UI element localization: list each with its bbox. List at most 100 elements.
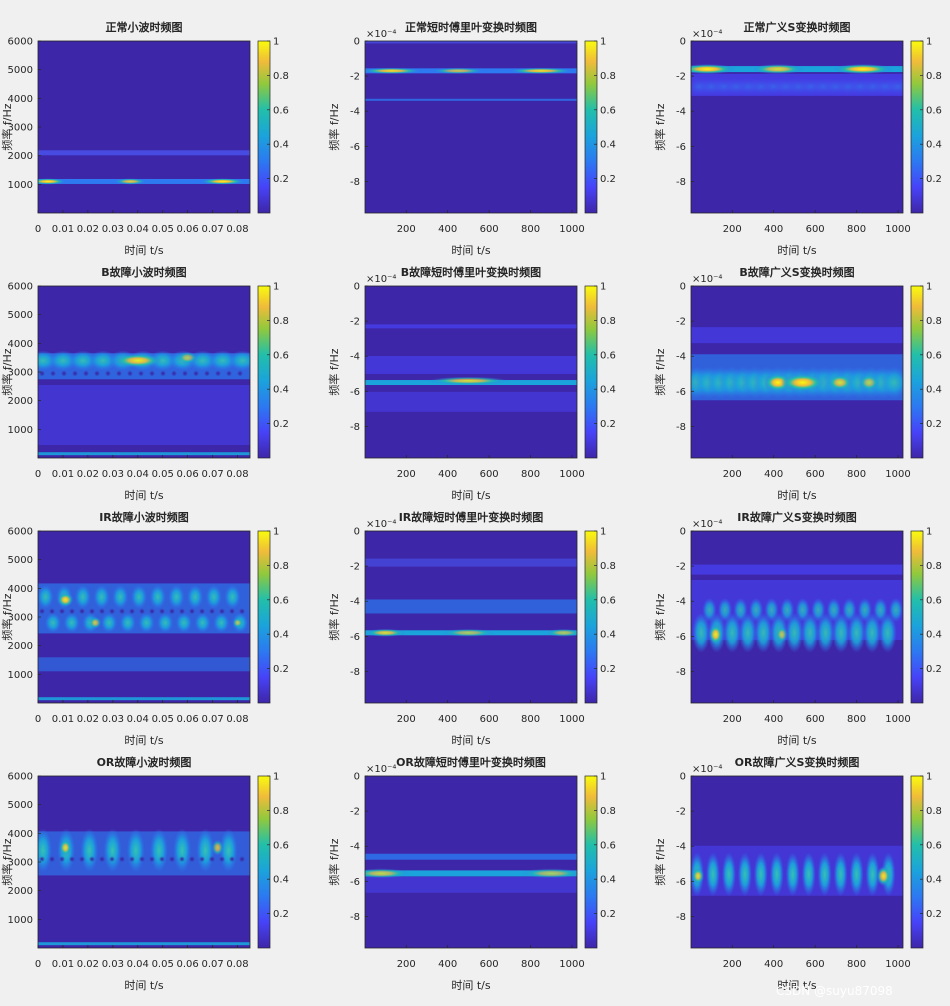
y-tick-label: -6	[676, 142, 686, 153]
colorbar-tick-label: 0.6	[926, 595, 942, 606]
axis-exponent: ×10⁻⁴	[692, 29, 722, 40]
heatmap-blob	[738, 612, 757, 653]
heatmap-dot	[226, 370, 232, 377]
heatmap-dot	[39, 370, 45, 377]
colorbar-tick-label: 0.8	[273, 71, 289, 82]
y-tick-label: 4000	[8, 339, 33, 350]
heatmap-area	[38, 286, 250, 458]
heatmap-blob	[847, 612, 866, 653]
x-axis-label: 时间 t/s	[777, 734, 817, 747]
heatmap-dot	[169, 608, 175, 615]
y-tick-label: -4	[350, 107, 360, 118]
x-tick-label: 0.05	[152, 714, 174, 725]
x-tick-label: 600	[806, 469, 825, 480]
colorbar-tick-label: 1	[600, 772, 606, 783]
heatmap-blob	[705, 852, 720, 897]
y-tick-label: -8	[676, 177, 686, 188]
heatmap-blob	[44, 612, 61, 633]
heatmap-dot	[219, 608, 225, 615]
x-tick-label: 200	[397, 469, 416, 480]
heatmap-dot	[159, 856, 165, 863]
heatmap-blob	[754, 612, 773, 653]
heatmap-blob	[93, 584, 110, 609]
heatmap-blob	[168, 584, 185, 609]
heatmap-blob	[59, 839, 72, 856]
heatmap-dot	[237, 370, 243, 377]
heatmap-area	[691, 531, 903, 703]
heatmap-dot	[127, 370, 133, 377]
heatmap-blob	[68, 350, 97, 371]
colorbar-tick-label: 0.2	[600, 664, 616, 675]
x-tick-label: 0.03	[102, 959, 124, 970]
heatmap-blob	[173, 828, 192, 873]
y-tick-label: 0	[680, 282, 686, 293]
y-tick-label: -4	[676, 597, 686, 608]
heatmap-band	[691, 327, 903, 344]
colorbar-tick-label: 0.2	[926, 174, 942, 185]
subplot-7: IR故障短时傅里叶变换时频图 200 400 600 800 1000 -8 -6 -4 -2 0 时…	[327, 510, 616, 747]
heatmap-blob	[442, 628, 495, 637]
heatmap-blob	[365, 67, 422, 74]
x-tick-label: 600	[480, 714, 499, 725]
x-tick-label: 0.07	[201, 714, 223, 725]
heatmap-blob	[126, 828, 145, 873]
x-tick-label: 0.08	[226, 224, 248, 235]
axes-box	[690, 775, 904, 949]
y-tick-label: 0	[354, 772, 360, 783]
heatmap-blob	[205, 584, 222, 609]
y-axis-label: 频率 f/Hz	[653, 593, 667, 640]
heatmap-blob	[224, 584, 241, 609]
x-tick-label: 0.01	[52, 959, 74, 970]
heatmap-band	[365, 41, 577, 44]
heatmap-blob	[832, 612, 851, 653]
heatmap-background	[365, 41, 577, 213]
x-tick-label: 1000	[559, 224, 584, 235]
colorbar-tick-label: 0.8	[600, 806, 616, 817]
heatmap-area	[691, 776, 903, 948]
colorbar-tick-label: 1	[600, 527, 606, 538]
y-tick-label: -2	[350, 317, 360, 328]
colorbar	[910, 775, 924, 949]
heatmap-dot	[72, 370, 78, 377]
heatmap-dot	[149, 370, 155, 377]
heatmap-blob	[780, 373, 825, 392]
colorbar	[584, 530, 598, 704]
heatmap-band	[38, 942, 250, 946]
axis-exponent: ×10⁻⁴	[366, 519, 396, 530]
heatmap-blob	[38, 828, 52, 873]
x-tick-label: 0.02	[77, 224, 99, 235]
y-axis-label: 频率 f/Hz	[653, 103, 667, 150]
x-tick-label: 1000	[559, 714, 584, 725]
x-tick-label: 0	[35, 224, 41, 235]
x-tick-label: 400	[438, 469, 457, 480]
heatmap-blob	[365, 628, 406, 637]
colorbar-tick-label: 0.6	[273, 595, 289, 606]
y-tick-label: 6000	[8, 37, 33, 48]
x-axis-label: 时间 t/s	[777, 244, 817, 257]
heatmap-dot	[61, 370, 67, 377]
y-tick-label: -6	[676, 632, 686, 643]
subplot-0: 正常小波时频图 0 0.01 0.02 0.03 0.04 0.05 0.06 0.07 0.08…	[0, 20, 289, 257]
heatmap-band	[38, 657, 250, 672]
heatmap-dot	[239, 608, 245, 615]
colorbar-tick-label: 0.4	[600, 875, 616, 886]
colorbar-tick-label: 1	[926, 282, 932, 293]
colorbar-tick-label: 1	[926, 527, 932, 538]
heatmap-dot	[39, 856, 45, 863]
heatmap-background	[38, 41, 250, 213]
heatmap-band	[38, 385, 250, 445]
axis-exponent: ×10⁻⁴	[366, 274, 396, 285]
x-tick-label: 0.04	[127, 469, 149, 480]
colorbar-tick-label: 0.4	[926, 875, 942, 886]
heatmap-blob	[721, 852, 736, 897]
heatmap-blob	[816, 612, 835, 653]
y-tick-label: -8	[676, 667, 686, 678]
heatmap-area	[365, 531, 577, 703]
y-tick-label: -4	[676, 107, 686, 118]
x-tick-label: 200	[723, 224, 742, 235]
x-tick-label: 0.08	[226, 469, 248, 480]
axis-exponent: ×10⁻⁴	[692, 764, 722, 775]
subplot-10: OR故障短时傅里叶变换时频图 200 400 600 800 1000 -8 -6 -4 -2 0 时…	[327, 755, 616, 992]
colorbar-tick-label: 1	[926, 772, 932, 783]
y-tick-label: -4	[350, 842, 360, 853]
